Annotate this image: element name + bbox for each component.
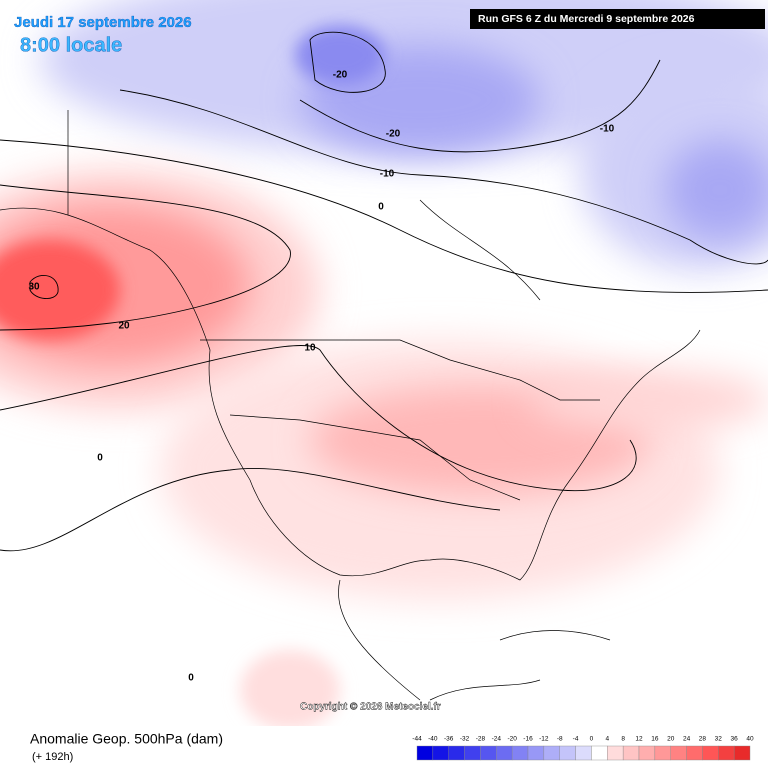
- contour-label: 0: [188, 673, 194, 684]
- legend-swatch: [527, 745, 545, 761]
- contour-label: -10: [380, 169, 395, 180]
- legend-tick-label: 40: [746, 736, 754, 743]
- legend-tick-label: 32: [715, 736, 723, 743]
- legend-swatch: [670, 745, 687, 761]
- contour-label: -20: [333, 70, 348, 81]
- valid-date: Jeudi 17 septembre 2026: [14, 14, 192, 31]
- local-time: 8:00 locale: [20, 34, 122, 56]
- legend-tick-label: -36: [444, 736, 454, 743]
- legend-tick-label: 20: [667, 736, 675, 743]
- legend-swatch: [559, 745, 576, 761]
- legend-swatch: [480, 745, 497, 761]
- legend-tick-label: -12: [539, 736, 549, 743]
- contour-label: 30: [28, 282, 40, 293]
- legend-tick-label: -20: [507, 736, 517, 743]
- legend-swatch: [575, 745, 592, 761]
- legend-swatch: [416, 745, 434, 761]
- legend-tick-label: -24: [492, 736, 502, 743]
- run-info: Run GFS 6 Z du Mercredi 9 septembre 2026: [478, 13, 695, 25]
- legend-tick-label: 28: [699, 736, 707, 743]
- coastlines: [0, 110, 701, 701]
- legend-tick-label: 4: [605, 736, 609, 743]
- contour-label: 10: [304, 343, 316, 354]
- legend-tick-label: -28: [476, 736, 486, 743]
- legend-swatch: [733, 745, 751, 761]
- legend-tick-label: -8: [557, 736, 563, 743]
- contour-label: 0: [97, 453, 103, 464]
- legend-swatch: [622, 745, 640, 761]
- legend-tick-label: 0: [590, 736, 594, 743]
- legend-tick-label: -16: [523, 736, 533, 743]
- legend-swatch: [718, 745, 735, 761]
- contour-label: -10: [600, 124, 615, 135]
- legend-tick-label: 36: [731, 736, 739, 743]
- contour-label: 20: [118, 321, 130, 332]
- footer-title: Anomalie Geop. 500hPa (dam): [30, 731, 223, 747]
- legend-tick-label: -32: [460, 736, 470, 743]
- legend-swatch: [448, 745, 465, 761]
- legend-swatch: [654, 745, 671, 761]
- copyright: Copyright © 2026 Meteociel.fr: [300, 702, 441, 713]
- legend-tick-label: 16: [651, 736, 659, 743]
- legend-swatch: [543, 745, 560, 761]
- legend-swatch: [464, 745, 481, 761]
- legend-swatch: [432, 745, 449, 761]
- legend-swatch: [702, 745, 719, 761]
- legend-tick-label: -44: [412, 736, 422, 743]
- run-banner: [470, 9, 765, 29]
- legend-tick-label: 8: [621, 736, 625, 743]
- contour-labels: -20 -20 -10 -10 0 30 20 10 0 0: [28, 70, 614, 684]
- legend-tick-label: 24: [683, 736, 691, 743]
- legend-swatch: [607, 745, 624, 761]
- legend-swatch: [591, 745, 608, 761]
- color-legend: -44 -40 -36 -32 -28 -24 -20 -16 -12 -8 -4 0 4 8 12 16 20…: [412, 736, 754, 761]
- legend-swatch: [638, 745, 656, 761]
- legend-swatch: [496, 745, 513, 761]
- footer-lead: (+ 192h): [32, 751, 73, 763]
- legend-tick-label: -4: [573, 736, 579, 743]
- legend-tick-label: -40: [428, 736, 438, 743]
- contours: [0, 31, 768, 552]
- contour-label: -20: [386, 129, 401, 140]
- legend-tick-label: 12: [635, 736, 643, 743]
- legend-swatch: [511, 745, 529, 761]
- legend-swatch: [686, 745, 703, 761]
- contour-label: 0: [378, 202, 384, 213]
- anomaly-field: [0, 0, 768, 730]
